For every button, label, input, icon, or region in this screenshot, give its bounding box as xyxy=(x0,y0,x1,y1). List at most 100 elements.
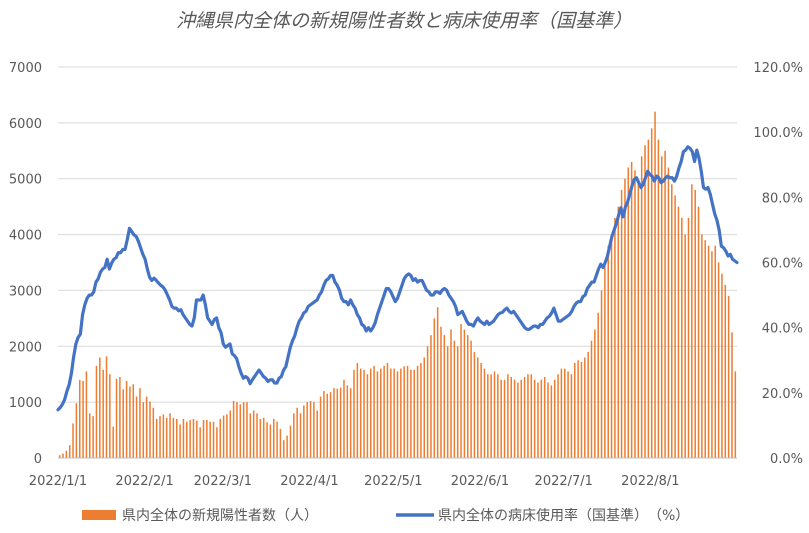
bar xyxy=(430,335,432,458)
bar xyxy=(574,363,576,458)
bar xyxy=(734,371,737,458)
bar xyxy=(380,368,382,458)
bar xyxy=(256,413,258,458)
bar xyxy=(396,371,399,458)
bar xyxy=(483,368,486,458)
bar xyxy=(289,425,292,458)
bar xyxy=(711,251,713,458)
bar xyxy=(707,245,710,458)
bar xyxy=(199,427,201,458)
bar xyxy=(487,374,489,458)
bar xyxy=(142,402,145,458)
bar xyxy=(634,170,636,458)
bar xyxy=(443,335,446,458)
bar xyxy=(182,418,185,458)
bar xyxy=(122,389,124,458)
bar xyxy=(115,378,118,458)
bar xyxy=(85,371,88,458)
bar xyxy=(369,368,372,458)
x-tick-label: 2022/8/1 xyxy=(621,474,679,489)
bar-series-new-cases xyxy=(58,111,737,459)
bar xyxy=(249,413,252,458)
bar xyxy=(376,371,379,458)
y-right-tick-label: 100.0% xyxy=(753,126,803,141)
bar xyxy=(236,402,238,458)
bar xyxy=(490,374,492,458)
bar xyxy=(667,167,670,459)
bar xyxy=(460,323,462,458)
bar xyxy=(701,234,703,458)
bar xyxy=(664,150,666,459)
bar xyxy=(587,351,589,458)
bar xyxy=(129,386,131,458)
bar xyxy=(336,388,339,458)
bar xyxy=(286,435,288,458)
bar xyxy=(386,363,389,458)
bar xyxy=(453,340,456,458)
bar xyxy=(279,428,282,458)
bar xyxy=(239,404,242,458)
bar xyxy=(306,402,308,458)
bar xyxy=(232,401,235,458)
bar xyxy=(677,206,680,458)
bar xyxy=(436,307,439,458)
bar xyxy=(206,420,208,458)
bar xyxy=(503,379,506,458)
y-right-tick-label: 80.0% xyxy=(762,191,803,206)
bar xyxy=(172,417,175,458)
bar xyxy=(283,440,285,458)
bar xyxy=(731,332,733,458)
x-tick-label: 2022/6/1 xyxy=(451,474,509,489)
bar xyxy=(303,405,305,458)
x-tick-label: 2022/5/1 xyxy=(364,474,422,489)
bar xyxy=(135,396,138,458)
bar xyxy=(620,189,623,458)
bar xyxy=(229,410,232,458)
bar xyxy=(630,161,633,458)
bar xyxy=(269,424,272,458)
bar xyxy=(313,402,315,458)
bar xyxy=(125,380,128,458)
bar xyxy=(406,365,409,458)
bar xyxy=(242,402,245,458)
bar xyxy=(507,374,509,458)
bar xyxy=(654,111,656,458)
bar xyxy=(349,388,352,458)
bar xyxy=(610,234,613,458)
bar xyxy=(684,234,686,458)
bar xyxy=(202,420,205,458)
bar xyxy=(607,245,609,458)
bar xyxy=(543,377,546,458)
x-tick-label: 2022/4/1 xyxy=(280,474,338,489)
bar xyxy=(353,369,355,458)
bar xyxy=(222,415,225,458)
bar xyxy=(456,346,459,458)
bar xyxy=(567,371,569,458)
bar xyxy=(363,369,365,458)
bar xyxy=(99,357,101,458)
y-left-tick-label: 7000 xyxy=(9,61,42,76)
bar xyxy=(527,374,529,458)
bar xyxy=(175,418,178,458)
bar xyxy=(179,424,181,458)
bar xyxy=(450,329,452,458)
bar xyxy=(209,421,211,458)
bar xyxy=(159,416,161,458)
line-series-bed-occupancy xyxy=(56,145,739,412)
bar xyxy=(89,413,91,458)
bar xyxy=(112,426,114,458)
bar xyxy=(423,357,426,458)
bar xyxy=(540,379,543,458)
legend-label-bar: 県内全体の新規陽性者数（人） xyxy=(122,507,318,524)
bar xyxy=(276,421,278,458)
bar xyxy=(657,139,660,459)
bar xyxy=(600,290,603,458)
y-right-tick-label: 120.0% xyxy=(753,61,803,76)
bar xyxy=(212,421,215,458)
y-right-tick-label: 20.0% xyxy=(762,387,803,402)
bar xyxy=(339,387,342,458)
bar xyxy=(553,379,556,458)
bar xyxy=(152,407,155,458)
bar xyxy=(480,363,482,458)
